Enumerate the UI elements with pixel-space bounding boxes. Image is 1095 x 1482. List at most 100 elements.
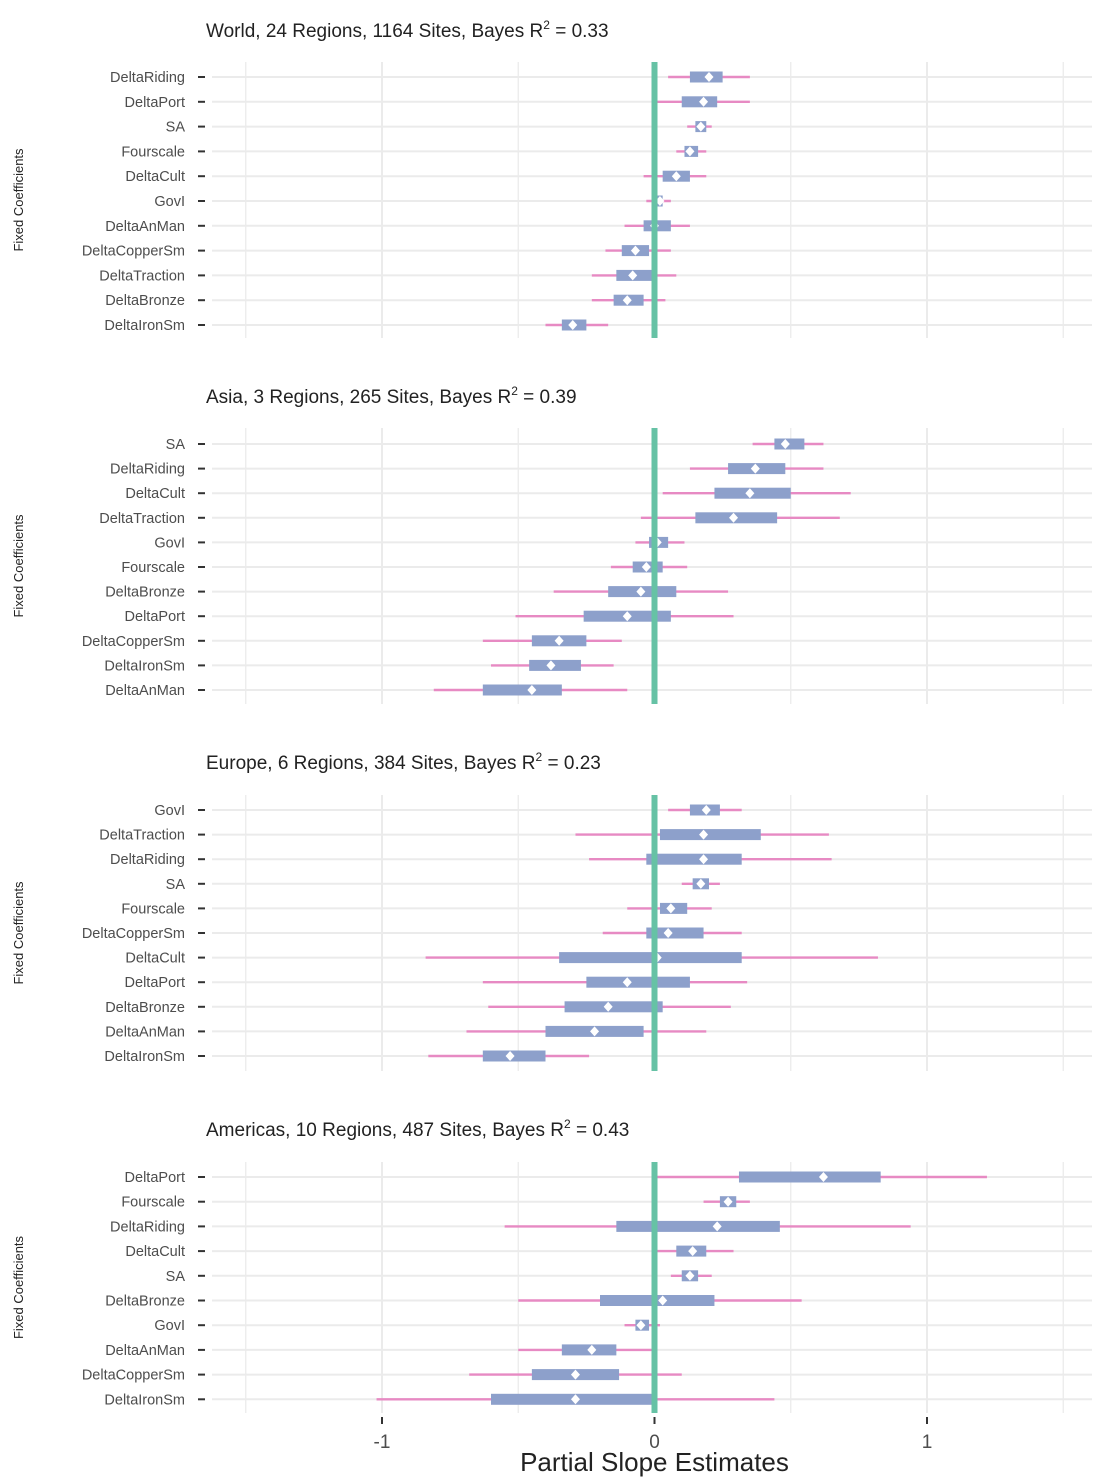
inner-interval <box>586 976 690 988</box>
point-estimate <box>590 1026 600 1037</box>
point-estimate <box>696 878 706 889</box>
panel-title-main: Asia, 3 Regions, 265 Sites, Bayes R <box>206 387 511 408</box>
coefficient-row: DeltaCopperSm <box>82 926 1092 942</box>
coefficient-row: DeltaTraction <box>99 511 1092 527</box>
point-estimate <box>712 1221 722 1232</box>
coefficient-label: DeltaAnMan <box>105 1024 185 1040</box>
coefficient-row: DeltaRiding <box>110 70 1092 86</box>
point-estimate <box>658 1295 668 1306</box>
point-estimate <box>641 562 651 572</box>
coefficient-label: DeltaCult <box>125 1244 185 1260</box>
point-estimate <box>704 72 714 82</box>
coefficient-label: GovI <box>154 535 185 551</box>
panel-title-tail: = 0.39 <box>518 387 577 408</box>
coefficient-label: DeltaCopperSm <box>82 1368 185 1384</box>
point-estimate <box>570 1369 580 1380</box>
y-axis-title: Fixed Coefficients <box>11 1235 26 1339</box>
panel-title-superscript: 2 <box>564 1117 571 1131</box>
coefficient-label: SA <box>166 877 186 893</box>
inner-interval <box>646 927 704 939</box>
coefficient-label: SA <box>166 437 186 453</box>
coefficient-row: SA <box>166 877 1092 893</box>
coefficient-row: DeltaPort <box>125 1170 1092 1186</box>
inner-interval <box>738 1171 881 1183</box>
coefficient-row: GovI <box>154 194 1092 210</box>
coefficient-row: SA <box>166 120 1092 136</box>
point-estimate <box>628 270 638 281</box>
coefficient-label: Fourscale <box>121 144 185 160</box>
coefficient-row: DeltaCult <box>125 486 1092 502</box>
point-estimate <box>729 512 739 523</box>
coefficient-label: DeltaCopperSm <box>82 634 185 650</box>
inner-interval <box>616 1220 780 1232</box>
coefficient-label: DeltaAnMan <box>105 1343 185 1359</box>
coefficient-row: DeltaBronze <box>105 585 1092 601</box>
coefficient-label: DeltaIronSm <box>104 318 185 334</box>
inner-interval <box>559 952 742 964</box>
coefficient-row: DeltaCult <box>125 1244 1092 1260</box>
coefficient-label: DeltaRiding <box>110 852 185 868</box>
coefficient-label: DeltaIronSm <box>104 658 185 674</box>
coefficient-row: DeltaBronze <box>105 1294 1092 1310</box>
coefficient-row: GovI <box>154 803 1092 819</box>
coefficient-label: DeltaRiding <box>110 462 185 478</box>
coefficient-label: DeltaCopperSm <box>82 244 185 260</box>
point-estimate <box>750 463 760 474</box>
point-estimate <box>554 635 564 646</box>
panel-title: Asia, 3 Regions, 265 Sites, Bayes R2 = 0… <box>206 384 577 408</box>
coefficient-row: DeltaTraction <box>99 828 1092 844</box>
point-estimate <box>818 1172 828 1182</box>
y-axis-title: Fixed Coefficients <box>11 514 26 618</box>
point-estimate <box>570 1394 580 1405</box>
point-estimate <box>622 295 632 306</box>
panel-title-superscript: 2 <box>511 384 518 398</box>
point-estimate <box>568 320 578 330</box>
coefficient-label: DeltaIronSm <box>104 1392 185 1408</box>
coefficient-row: DeltaRiding <box>110 1219 1092 1235</box>
panel-3: Americas, 10 Regions, 487 Sites, Bayes R… <box>11 1117 1092 1413</box>
coefficient-row: DeltaIronSm <box>104 658 1092 674</box>
y-axis-title: Fixed Coefficients <box>11 881 26 985</box>
point-estimate <box>505 1051 515 1061</box>
coefficient-label: DeltaCult <box>125 486 185 502</box>
point-estimate <box>546 660 556 671</box>
coefficient-row: DeltaCult <box>125 951 1092 967</box>
point-estimate <box>636 586 646 597</box>
point-estimate <box>666 903 676 914</box>
coefficient-row: DeltaRiding <box>110 462 1092 478</box>
coefficient-row: DeltaPort <box>125 609 1092 625</box>
point-estimate <box>663 928 673 938</box>
coefficient-row: DeltaIronSm <box>104 1049 1092 1065</box>
panel-title: Europe, 6 Regions, 384 Sites, Bayes R2 =… <box>206 750 601 774</box>
inner-interval <box>646 853 742 865</box>
coefficient-row: DeltaBronze <box>105 293 1092 309</box>
point-estimate <box>622 977 632 988</box>
coefficient-label: DeltaPort <box>125 609 185 625</box>
point-estimate <box>685 146 695 157</box>
point-estimate <box>699 854 709 865</box>
point-estimate <box>701 805 711 815</box>
panel-title: Americas, 10 Regions, 487 Sites, Bayes R… <box>206 1117 629 1141</box>
panel-2: Europe, 6 Regions, 384 Sites, Bayes R2 =… <box>11 750 1092 1071</box>
panel-title-tail: = 0.33 <box>550 21 609 42</box>
coefficient-label: DeltaAnMan <box>105 219 185 235</box>
point-estimate <box>630 245 640 256</box>
panel-1: Asia, 3 Regions, 265 Sites, Bayes R2 = 0… <box>11 384 1092 704</box>
x-axis: -1 0 1 Partial Slope Estimates <box>374 1417 932 1477</box>
coefficient-label: DeltaCult <box>125 169 185 185</box>
coefficient-label: GovI <box>154 194 185 210</box>
coefficient-row: DeltaAnMan <box>105 1024 1092 1040</box>
panel-title-tail: = 0.43 <box>571 1120 630 1141</box>
coefficient-row: SA <box>166 1269 1092 1285</box>
coefficient-label: GovI <box>154 1318 185 1334</box>
coefficient-label: DeltaBronze <box>105 293 185 309</box>
coefficient-row: DeltaAnMan <box>105 219 1092 235</box>
coefficient-label: DeltaAnMan <box>105 683 185 699</box>
x-tick-label: -1 <box>374 1432 391 1453</box>
coefficient-row: DeltaCult <box>125 169 1092 185</box>
coefficient-label: DeltaPort <box>125 95 185 111</box>
coefficient-row: Fourscale <box>121 1195 1092 1211</box>
coefficient-row: DeltaAnMan <box>105 1343 1092 1359</box>
point-estimate <box>745 488 755 499</box>
